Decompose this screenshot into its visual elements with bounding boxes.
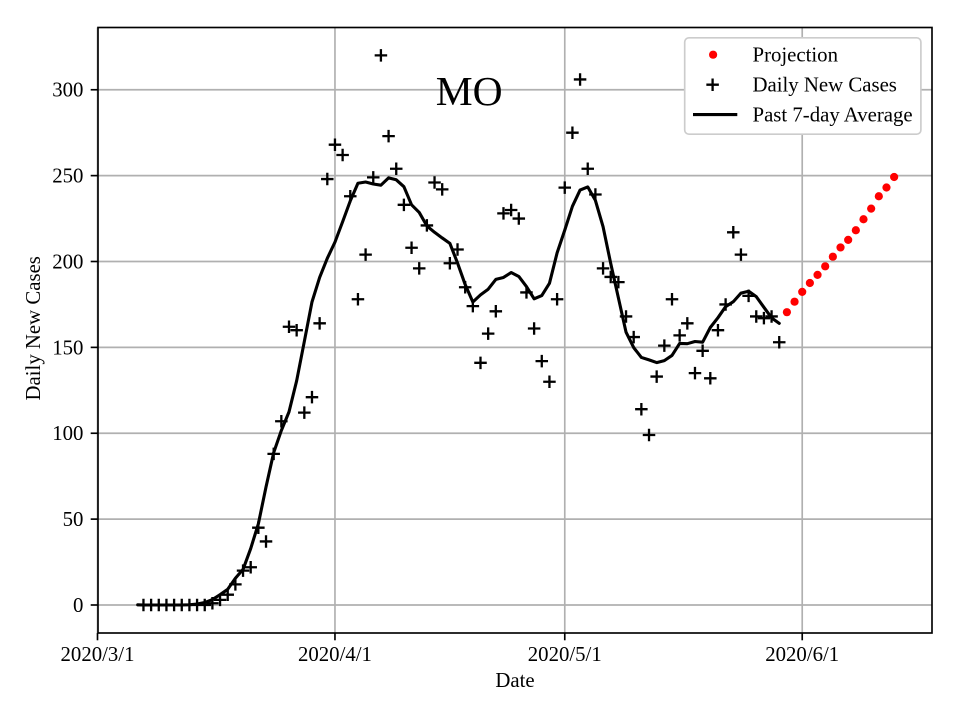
svg-text:2020/3/1: 2020/3/1 <box>61 643 135 666</box>
svg-text:250: 250 <box>52 165 83 188</box>
svg-text:50: 50 <box>63 508 84 531</box>
svg-text:2020/5/1: 2020/5/1 <box>528 643 602 666</box>
svg-text:Daily New Cases: Daily New Cases <box>753 74 897 97</box>
svg-text:Daily New Cases: Daily New Cases <box>22 256 45 400</box>
svg-text:Past 7-day Average: Past 7-day Average <box>753 104 913 127</box>
svg-text:100: 100 <box>52 422 83 445</box>
svg-text:2020/4/1: 2020/4/1 <box>298 643 372 666</box>
svg-text:Projection: Projection <box>753 44 839 67</box>
svg-text:0: 0 <box>73 594 83 617</box>
svg-text:2020/6/1: 2020/6/1 <box>765 643 839 666</box>
svg-text:150: 150 <box>52 336 83 359</box>
svg-text:Date: Date <box>495 669 534 692</box>
svg-text:MO: MO <box>436 68 503 114</box>
svg-text:300: 300 <box>52 79 83 102</box>
svg-text:200: 200 <box>52 250 83 273</box>
